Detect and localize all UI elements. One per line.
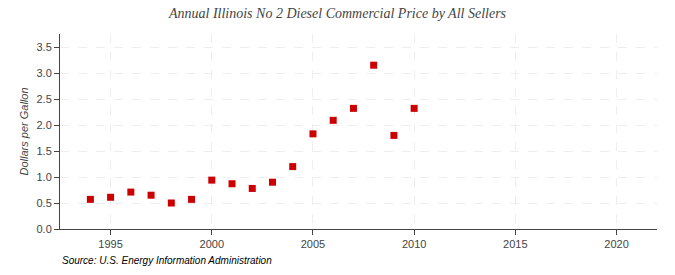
svg-text:0.0: 0.0 bbox=[37, 223, 52, 235]
svg-text:2.5: 2.5 bbox=[37, 93, 52, 105]
svg-text:0.5: 0.5 bbox=[37, 197, 52, 209]
svg-text:1.0: 1.0 bbox=[37, 171, 52, 183]
svg-text:2015: 2015 bbox=[503, 238, 527, 250]
svg-text:3.5: 3.5 bbox=[37, 41, 52, 53]
svg-text:2010: 2010 bbox=[402, 238, 426, 250]
svg-text:2000: 2000 bbox=[200, 238, 224, 250]
svg-text:Dollars per Gallon: Dollars per Gallon bbox=[18, 87, 30, 175]
svg-text:Annual Illinois No 2 Diesel Co: Annual Illinois No 2 Diesel Commercial P… bbox=[168, 6, 507, 21]
svg-text:1995: 1995 bbox=[98, 238, 122, 250]
svg-text:2005: 2005 bbox=[301, 238, 325, 250]
svg-text:2.0: 2.0 bbox=[37, 119, 52, 131]
svg-text:3.0: 3.0 bbox=[37, 67, 52, 79]
svg-text:Source: U.S. Energy Informatio: Source: U.S. Energy Information Administ… bbox=[62, 255, 272, 266]
svg-text:1.5: 1.5 bbox=[37, 145, 52, 157]
svg-text:2020: 2020 bbox=[604, 238, 628, 250]
